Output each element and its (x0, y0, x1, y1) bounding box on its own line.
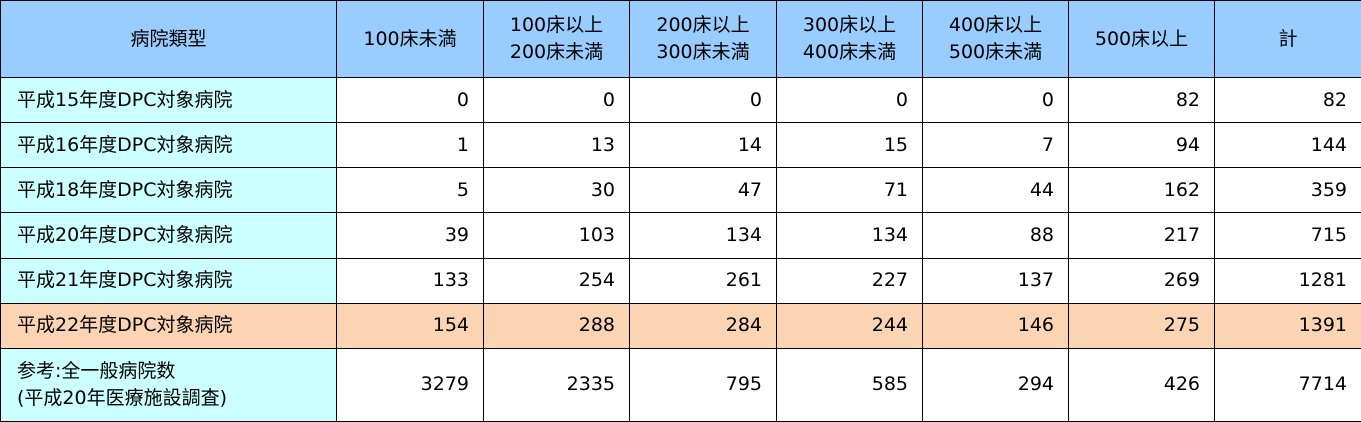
value-cell: 14 (629, 122, 777, 169)
value-cell: 7 (922, 122, 1069, 169)
value-cell: 294 (922, 347, 1069, 422)
cell-text: 200床以上 (656, 14, 750, 36)
value-cell: 0 (483, 76, 630, 124)
header-cell: 100床以上 200床未満 (483, 0, 630, 78)
value-cell: 134 (629, 212, 777, 259)
cell-text: 平成16年度DPC対象病院 (17, 133, 233, 156)
header-cell: 100床未満 (336, 0, 484, 78)
row-label: 平成15年度DPC対象病院 (0, 76, 337, 124)
cell-text: 400床以上 (948, 14, 1043, 36)
value-cell: 82 (1068, 76, 1215, 124)
cell-text: 計 (1278, 27, 1298, 50)
cell-text: 300床以上 (802, 14, 897, 36)
row-label: 平成16年度DPC対象病院 (0, 122, 337, 169)
value-cell: 146 (922, 302, 1069, 349)
value-cell: 162 (1068, 167, 1215, 214)
value-cell: 2335 (483, 347, 630, 422)
cell-text: 200床未満 (509, 41, 604, 63)
value-cell: 137 (922, 257, 1069, 304)
value-cell: 269 (1068, 257, 1215, 304)
value-cell: 15 (776, 122, 923, 169)
table-row: 参考:全一般病院数 (平成20年医療施設調査) 3279 2335 795 585 294 4… (0, 347, 1361, 422)
cell-text: 100床未満 (363, 27, 457, 50)
header-cell: 400床以上 500床未満 (922, 0, 1069, 78)
value-cell: 426 (1068, 347, 1215, 422)
cell-text: 300床未満 (656, 41, 750, 63)
cell-text: 平成18年度DPC対象病院 (17, 178, 233, 201)
value-cell: 1 (336, 122, 484, 169)
value-cell: 3279 (336, 347, 484, 422)
header-row: 病院類型 100床未満 100床以上 200床未満 200床以上 300床未満 300床以上… (0, 0, 1361, 78)
value-cell: 244 (776, 302, 923, 349)
table-row: 平成20年度DPC対象病院 39 103 134 134 88 217 715 (0, 212, 1361, 259)
value-cell: 585 (776, 347, 923, 422)
value-cell: 275 (1068, 302, 1215, 349)
value-cell: 254 (483, 257, 630, 304)
value-cell: 284 (629, 302, 777, 349)
value-cell: 261 (629, 257, 777, 304)
value-cell: 0 (922, 76, 1069, 124)
value-cell: 0 (629, 76, 777, 124)
value-cell: 154 (336, 302, 484, 349)
header-cell: 200床以上 300床未満 (629, 0, 777, 78)
value-cell: 359 (1214, 167, 1361, 214)
value-cell: 5 (336, 167, 484, 214)
value-cell: 47 (629, 167, 777, 214)
value-cell: 94 (1068, 122, 1215, 169)
value-cell: 71 (776, 167, 923, 214)
value-cell: 88 (922, 212, 1069, 259)
header-cell: 500床以上 (1068, 0, 1215, 78)
value-cell: 39 (336, 212, 484, 259)
value-cell: 13 (483, 122, 630, 169)
header-cell: 病院類型 (0, 0, 337, 78)
cell-text: 病院類型 (130, 27, 207, 50)
cell-text: 平成21年度DPC対象病院 (17, 269, 233, 292)
value-cell: 227 (776, 257, 923, 304)
cell-text: 400床未満 (802, 41, 897, 63)
value-cell: 0 (336, 76, 484, 124)
table-row: 平成18年度DPC対象病院 5 30 47 71 44 162 359 (0, 167, 1361, 214)
table-body: 平成15年度DPC対象病院 0 0 0 0 0 82 82 平成16年度DPC対象病院 1 13 14… (0, 76, 1361, 422)
value-cell: 134 (776, 212, 923, 259)
value-cell: 288 (483, 302, 630, 349)
header-cell: 300床以上 400床未満 (776, 0, 923, 78)
value-cell: 144 (1214, 122, 1361, 169)
cell-text: 平成22年度DPC対象病院 (17, 314, 233, 337)
row-label: 平成18年度DPC対象病院 (0, 167, 337, 214)
cell-text: (平成20年医療施設調査) (17, 386, 228, 409)
table-row: 平成22年度DPC対象病院 154 288 284 244 146 275 1391 (0, 302, 1361, 349)
cell-text: 平成15年度DPC対象病院 (17, 88, 233, 111)
value-cell: 1391 (1214, 302, 1361, 349)
cell-text: 500床以上 (1094, 27, 1189, 50)
table-row: 平成21年度DPC対象病院 133 254 261 227 137 269 1281 (0, 257, 1361, 304)
row-label: 平成22年度DPC対象病院 (0, 302, 337, 349)
row-label: 参考:全一般病院数 (平成20年医療施設調査) (0, 347, 337, 422)
value-cell: 7714 (1214, 347, 1361, 422)
value-cell: 44 (922, 167, 1069, 214)
cell-text: 100床以上 (509, 14, 604, 36)
value-cell: 133 (336, 257, 484, 304)
cell-text: 平成20年度DPC対象病院 (17, 223, 233, 246)
value-cell: 795 (629, 347, 777, 422)
value-cell: 1281 (1214, 257, 1361, 304)
cell-text: 参考:全一般病院数 (17, 359, 176, 382)
value-cell: 30 (483, 167, 630, 214)
cell-text: 500床未満 (948, 41, 1043, 63)
table-row: 平成16年度DPC対象病院 1 13 14 15 7 94 144 (0, 122, 1361, 169)
value-cell: 82 (1214, 76, 1361, 124)
value-cell: 0 (776, 76, 923, 124)
value-cell: 217 (1068, 212, 1215, 259)
table-row: 平成15年度DPC対象病院 0 0 0 0 0 82 82 (0, 76, 1361, 124)
value-cell: 715 (1214, 212, 1361, 259)
header-cell: 計 (1214, 0, 1361, 78)
value-cell: 103 (483, 212, 630, 259)
row-label: 平成20年度DPC対象病院 (0, 212, 337, 259)
row-label: 平成21年度DPC対象病院 (0, 257, 337, 304)
